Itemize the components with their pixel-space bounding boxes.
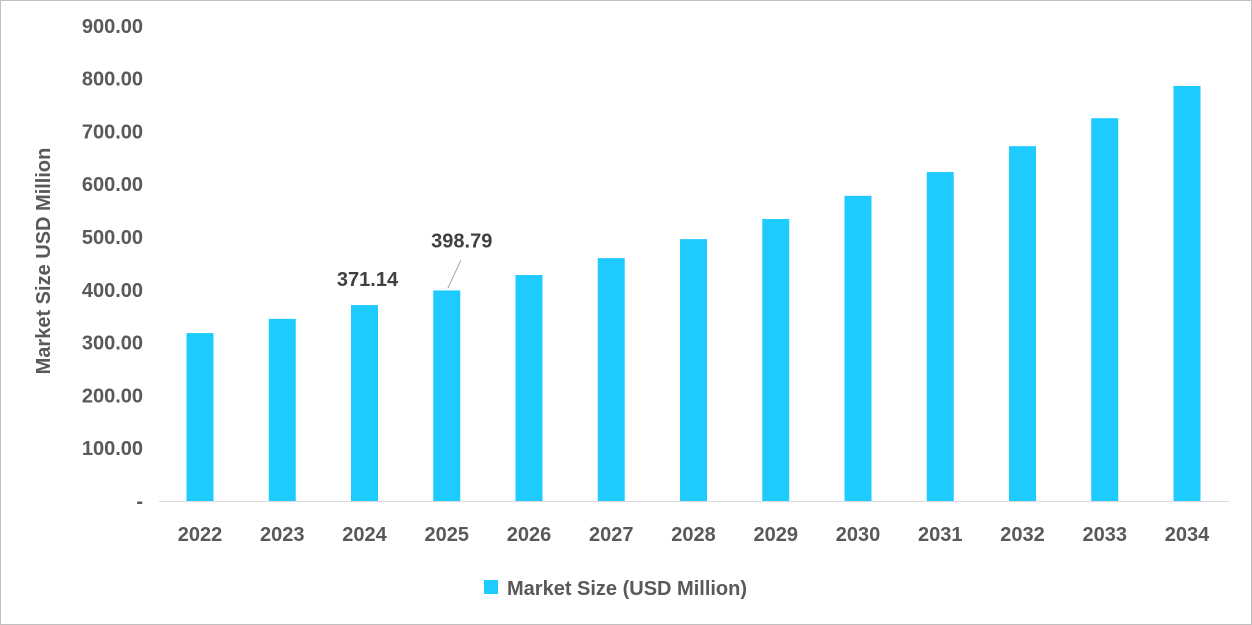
x-tick-label: 2031 xyxy=(918,524,963,546)
y-tick-label: 200.00 xyxy=(82,385,143,407)
data-label: 398.79 xyxy=(431,230,492,252)
y-tick-label: 900.00 xyxy=(82,16,143,38)
y-tick-label: 600.00 xyxy=(82,174,143,196)
y-tick-label: 800.00 xyxy=(82,69,143,91)
data-labels: 371.14 398.79 xyxy=(337,230,492,291)
y-tick-label: 100.00 xyxy=(82,438,143,460)
bar-2026 xyxy=(515,275,543,501)
bar-2023 xyxy=(268,318,296,501)
bar-2032 xyxy=(1009,146,1036,501)
y-axis-title: Market Size USD Million xyxy=(33,148,55,375)
x-tick-label: 2030 xyxy=(836,524,881,546)
y-tick-label: - xyxy=(136,491,143,513)
legend-label: Market Size (USD Million) xyxy=(507,578,747,600)
y-tick-label: 300.00 xyxy=(82,333,143,355)
bar-2027 xyxy=(597,258,625,501)
y-tick-label: 500.00 xyxy=(82,227,143,249)
x-tick-label: 2028 xyxy=(671,524,716,546)
x-tick-label: 2029 xyxy=(754,524,799,546)
bar-2029 xyxy=(762,219,790,501)
x-tick-label: 2026 xyxy=(507,524,552,546)
y-axis-ticks: - 100.00 200.00 300.00 400.00 500.00 600.00 700… xyxy=(82,16,143,513)
bar-2025 xyxy=(433,290,461,501)
x-tick-label: 2025 xyxy=(425,524,470,546)
x-tick-label: 2022 xyxy=(178,524,223,546)
x-tick-label: 2024 xyxy=(342,524,387,546)
bar-2030 xyxy=(844,195,872,502)
x-tick-label: 2027 xyxy=(589,524,634,546)
y-tick-label: 700.00 xyxy=(82,121,143,143)
bar-2034 xyxy=(1173,85,1201,501)
bar-2022 xyxy=(186,333,214,501)
bar-2033 xyxy=(1091,118,1119,501)
bar-2031 xyxy=(926,172,954,501)
bar-2028 xyxy=(680,239,707,501)
x-tick-label: 2034 xyxy=(1165,524,1210,546)
data-label: 371.14 xyxy=(337,269,399,291)
x-tick-label: 2032 xyxy=(1000,524,1045,546)
x-axis-ticks: 2022 2023 2024 2025 2026 2027 2028 2029 2030 2031… xyxy=(159,501,1229,546)
leader-line xyxy=(447,260,462,289)
x-tick-label: 2023 xyxy=(260,524,305,546)
y-tick-label: 400.00 xyxy=(82,280,143,302)
x-tick-label: 2033 xyxy=(1083,524,1128,546)
legend-swatch xyxy=(484,580,498,594)
bars xyxy=(186,85,1201,502)
bar-2024 xyxy=(351,305,378,501)
